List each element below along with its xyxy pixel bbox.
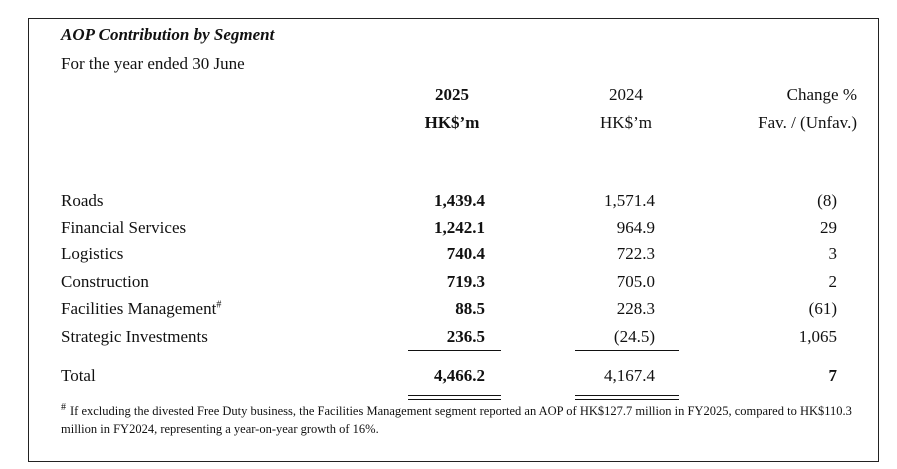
header-2025-year: 2025: [435, 85, 469, 104]
value-2025: 88.5: [455, 299, 485, 318]
value-2025: 1,242.1: [434, 218, 485, 237]
total-label: Total: [61, 366, 96, 385]
row-label: Roads: [61, 191, 104, 210]
total-double-rule-2024: [575, 395, 679, 400]
value-change: 1,065: [798, 327, 837, 346]
table-row: Roads 1,439.4 1,571.4 (8): [0, 191, 897, 215]
table-row: Construction 719.3 705.0 2: [0, 272, 897, 296]
value-2024: 705.0: [616, 272, 655, 291]
value-change: 2: [828, 272, 838, 291]
table-row: Logistics 740.4 722.3 3: [0, 244, 897, 268]
row-label-text: Facilities Management: [61, 299, 217, 318]
value-2024: 722.3: [616, 244, 655, 263]
header-change-subtitle: Fav. / (Unfav.): [758, 113, 857, 132]
table-frame: [28, 18, 879, 462]
value-change: (8): [817, 191, 837, 210]
value-2025: 719.3: [446, 272, 485, 291]
table-row: Strategic Investments 236.5 (24.5) 1,065: [0, 327, 897, 351]
value-change: 29: [820, 218, 837, 237]
row-label: Facilities Management#: [61, 299, 221, 319]
footnote-mark: #: [216, 299, 222, 311]
subtotal-rule-2025: [408, 350, 501, 351]
footnote-text: If excluding the divested Free Duty busi…: [61, 404, 852, 436]
total-2024: 4,167.4: [604, 366, 655, 385]
total-change: 7: [828, 366, 838, 385]
value-2024: 228.3: [616, 299, 655, 318]
value-change: 3: [828, 244, 838, 263]
value-change: (61): [808, 299, 837, 318]
value-2025: 740.4: [446, 244, 485, 263]
header-2024-year: 2024: [609, 85, 643, 104]
header-2024-unit: HK$’m: [600, 113, 652, 132]
footnote-symbol: #: [61, 401, 66, 413]
row-label: Construction: [61, 272, 149, 291]
table-row: Facilities Management# 88.5 228.3 (61): [0, 299, 897, 323]
total-row: Total 4,466.2 4,167.4 7: [0, 366, 897, 390]
subtotal-rule-2024: [575, 350, 679, 351]
total-double-rule-2025: [408, 395, 501, 400]
value-2025: 1,439.4: [434, 191, 485, 210]
value-2025: 236.5: [446, 327, 485, 346]
row-label: Logistics: [61, 244, 124, 263]
header-change-title: Change %: [786, 85, 857, 104]
row-label: Financial Services: [61, 218, 187, 237]
table-row: Financial Services 1,242.1 964.9 29: [0, 218, 897, 242]
table-subtitle: For the year ended 30 June: [61, 54, 245, 73]
value-2024: 964.9: [616, 218, 655, 237]
table-title: AOP Contribution by Segment: [61, 25, 275, 44]
value-2024: 1,571.4: [604, 191, 655, 210]
value-2024: (24.5): [613, 327, 655, 346]
row-label: Strategic Investments: [61, 327, 208, 346]
header-2025-unit: HK$’m: [424, 113, 480, 132]
total-2025: 4,466.2: [434, 366, 485, 385]
footnote: # If excluding the divested Free Duty bus…: [61, 402, 861, 438]
